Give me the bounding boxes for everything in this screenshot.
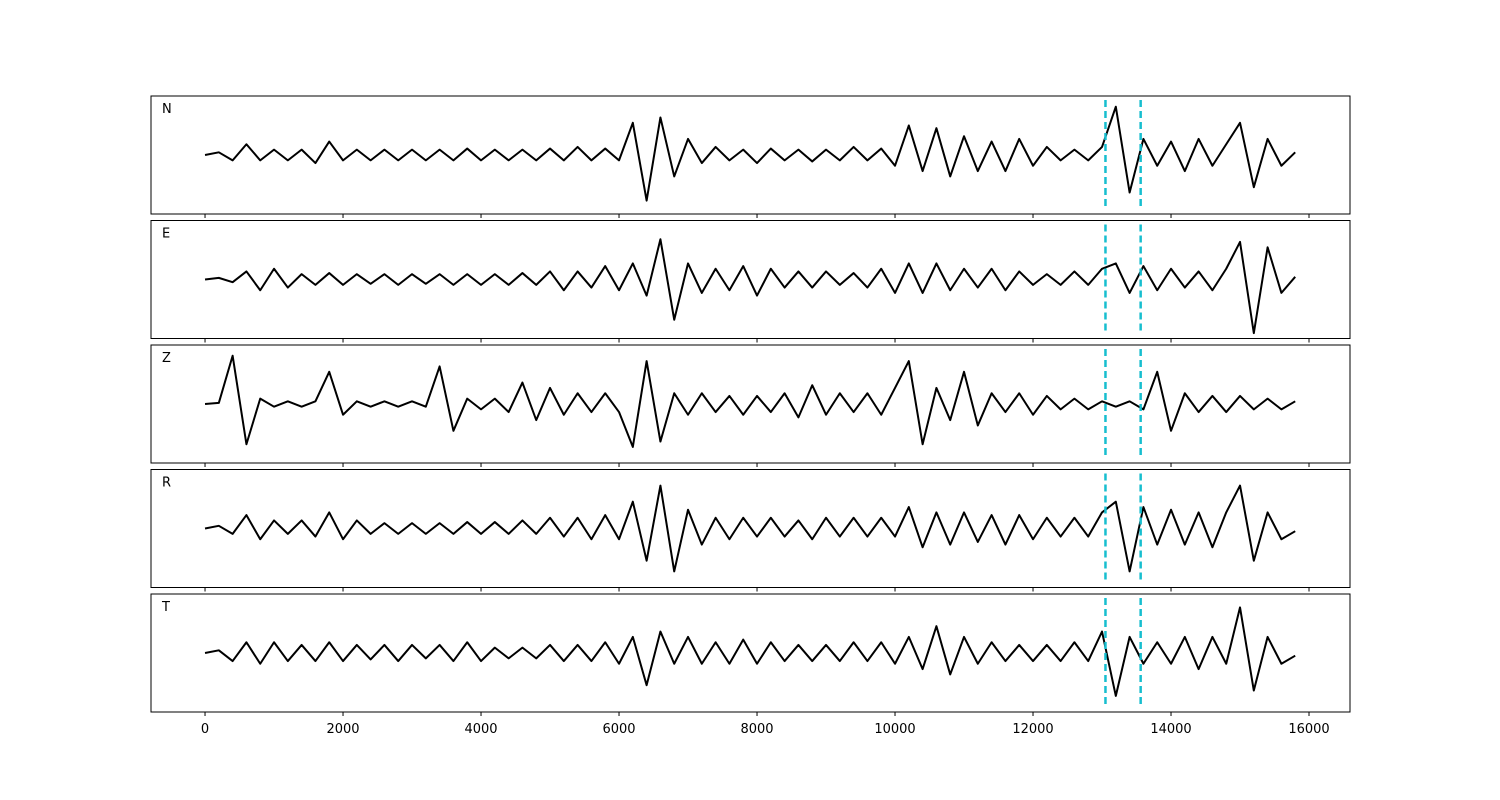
panel-label: E	[162, 227, 170, 242]
waveform	[204, 484, 1296, 573]
x-tick-label: 12000	[1012, 722, 1053, 737]
panel-label: R	[162, 476, 171, 491]
waveform	[204, 238, 1296, 335]
panel-label: N	[162, 102, 172, 117]
x-tick-label: 6000	[602, 722, 635, 737]
x-tick-label: 2000	[326, 722, 359, 737]
x-tick-label: 0	[201, 722, 209, 737]
waveform	[204, 354, 1296, 448]
x-tick-label: 4000	[464, 722, 497, 737]
panel-frame	[150, 469, 1351, 588]
panel-label: Z	[162, 351, 171, 366]
waveform	[204, 606, 1296, 697]
panel-frame	[150, 220, 1351, 339]
panel-label: T	[161, 600, 170, 615]
x-tick-label: 16000	[1288, 722, 1329, 737]
panel-frame	[150, 95, 1351, 215]
x-tick-label: 10000	[874, 722, 915, 737]
waveform	[204, 105, 1296, 202]
panel-frame	[150, 593, 1351, 713]
x-tick-label: 14000	[1150, 722, 1191, 737]
panel-frame	[150, 344, 1351, 464]
x-tick-label: 8000	[740, 722, 773, 737]
